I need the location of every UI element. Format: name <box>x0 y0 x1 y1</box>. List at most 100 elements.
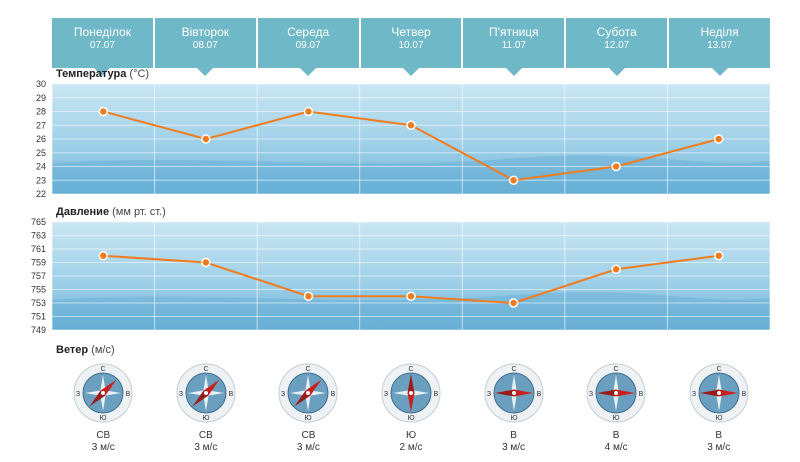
wind-direction: В <box>715 430 723 441</box>
day-name: Понеділок <box>73 25 131 39</box>
data-point <box>611 161 621 172</box>
y-tick-label: 24 <box>36 162 46 172</box>
day-tab[interactable]: Неділя 13.07 <box>669 18 771 76</box>
wind-needle-icon <box>192 379 220 407</box>
compass-cardinal-label: С <box>511 366 516 373</box>
y-tick-label: 749 <box>31 325 46 335</box>
data-point <box>508 298 519 308</box>
data-point <box>201 257 211 268</box>
compass-icon: С Ю З В <box>586 363 646 423</box>
wind-title: Ветер (м/с) <box>56 344 115 356</box>
pressure-title: Давление (мм рт. ст.) <box>56 206 166 218</box>
wind-cell: С Ю З В СВ 3 м/с <box>63 360 143 454</box>
y-tick-label: 27 <box>36 120 46 130</box>
temperature-chart: 30 29 28 27 26 25 24 23 22 <box>36 80 771 198</box>
compass-cardinal-label: В <box>536 391 541 398</box>
compass-cardinal-label: З <box>486 391 490 398</box>
wind-needle-icon <box>407 374 415 412</box>
compass-icon: С Ю З В <box>689 363 749 423</box>
needle-tail <box>699 389 719 397</box>
compass-cardinal-label: В <box>229 391 234 398</box>
wind-speed: 3 м/с <box>502 442 526 453</box>
wind-speed: 4 м/с <box>604 442 628 453</box>
compass-cardinal-label: Ю <box>715 415 722 422</box>
day-date: 08.07 <box>192 40 218 51</box>
compass-cardinal-label: З <box>589 391 593 398</box>
needle-tail <box>89 390 106 407</box>
compass-cardinal-label: В <box>126 391 131 398</box>
compass-icon: С Ю З В <box>176 363 236 423</box>
wind-speed: 3 м/с <box>91 442 115 453</box>
compass-cardinal-label: Ю <box>305 415 312 422</box>
compass-center <box>614 391 619 395</box>
wind-direction: В <box>612 430 620 441</box>
compass-cardinal-label: В <box>741 391 746 398</box>
compass-center <box>306 391 311 395</box>
y-tick-label: 25 <box>36 148 46 158</box>
compass-cardinal-label: З <box>692 391 696 398</box>
day-name: Середа <box>287 25 330 39</box>
day-name: Четвер <box>391 25 431 39</box>
compass-cardinal-label: Ю <box>407 415 414 422</box>
wind-label: Ветер <box>56 344 89 356</box>
needle-head <box>616 389 636 397</box>
compass-cardinal-label: С <box>614 366 619 373</box>
compass-center <box>203 391 208 395</box>
water-wave <box>52 292 770 330</box>
day-date: 12.07 <box>604 40 630 51</box>
wind-direction: СВ <box>96 430 111 441</box>
wind-needle-icon <box>294 379 322 407</box>
compass-cardinal-label: З <box>384 391 388 398</box>
wind-speed: 2 м/с <box>399 442 423 453</box>
day-tab[interactable]: Вівторок 08.07 <box>154 18 258 76</box>
day-tab[interactable]: П'ятниця 11.07 <box>463 18 567 76</box>
compass-center <box>511 391 516 395</box>
compass-cardinal-label: З <box>281 391 285 398</box>
y-tick-label: 30 <box>36 80 46 89</box>
compass-cardinal-label: В <box>331 391 336 398</box>
day-tab[interactable]: Четвер 10.07 <box>360 18 464 76</box>
day-tab[interactable]: Понеділок 07.07 <box>52 18 155 76</box>
day-name: Неділя <box>700 25 739 39</box>
day-date: 10.07 <box>398 40 424 51</box>
wind-direction: СВ <box>198 430 213 441</box>
needle-tail <box>294 390 311 407</box>
y-tick-label: 759 <box>31 258 46 268</box>
y-tick-label: 761 <box>31 244 46 254</box>
day-tab[interactable]: Середа 09.07 <box>257 18 361 76</box>
wind-direction: Ю <box>405 430 417 441</box>
compass-cardinal-label: С <box>716 366 721 373</box>
needle-head <box>305 379 322 396</box>
day-name: Субота <box>596 25 637 39</box>
day-tabs: Понеділок 07.07 Вівторок 08.07 Середа 09.07… <box>52 18 771 76</box>
y-tick-label: 765 <box>31 217 46 227</box>
compass-center <box>101 391 106 395</box>
compass-icon: С Ю З В <box>278 363 338 423</box>
data-point <box>98 251 109 261</box>
needle-head <box>407 393 415 412</box>
wind-speed: 3 м/с <box>707 442 731 453</box>
data-point <box>713 134 724 144</box>
needle-head <box>100 379 117 396</box>
wind-direction: В <box>510 430 517 441</box>
wind-needle-icon <box>494 389 533 397</box>
wind-cell: С Ю З В СВ 3 м/с <box>268 360 348 454</box>
y-tick-label: 29 <box>36 93 46 103</box>
day-date: 09.07 <box>295 40 321 51</box>
data-point <box>303 106 314 117</box>
wind-unit: (м/с) <box>91 344 115 356</box>
compass-center <box>716 391 721 395</box>
y-tick-label: 22 <box>36 189 46 198</box>
y-tick-label: 763 <box>31 231 46 241</box>
data-point <box>98 106 109 117</box>
needle-tail <box>192 390 209 407</box>
day-tab[interactable]: Субота 12.07 <box>566 18 670 76</box>
compass-center <box>409 391 413 395</box>
y-tick-label: 26 <box>36 134 46 144</box>
needle-tail <box>597 389 617 397</box>
temperature-chart-wrap: 30 29 28 27 26 25 24 23 22 <box>0 80 800 198</box>
